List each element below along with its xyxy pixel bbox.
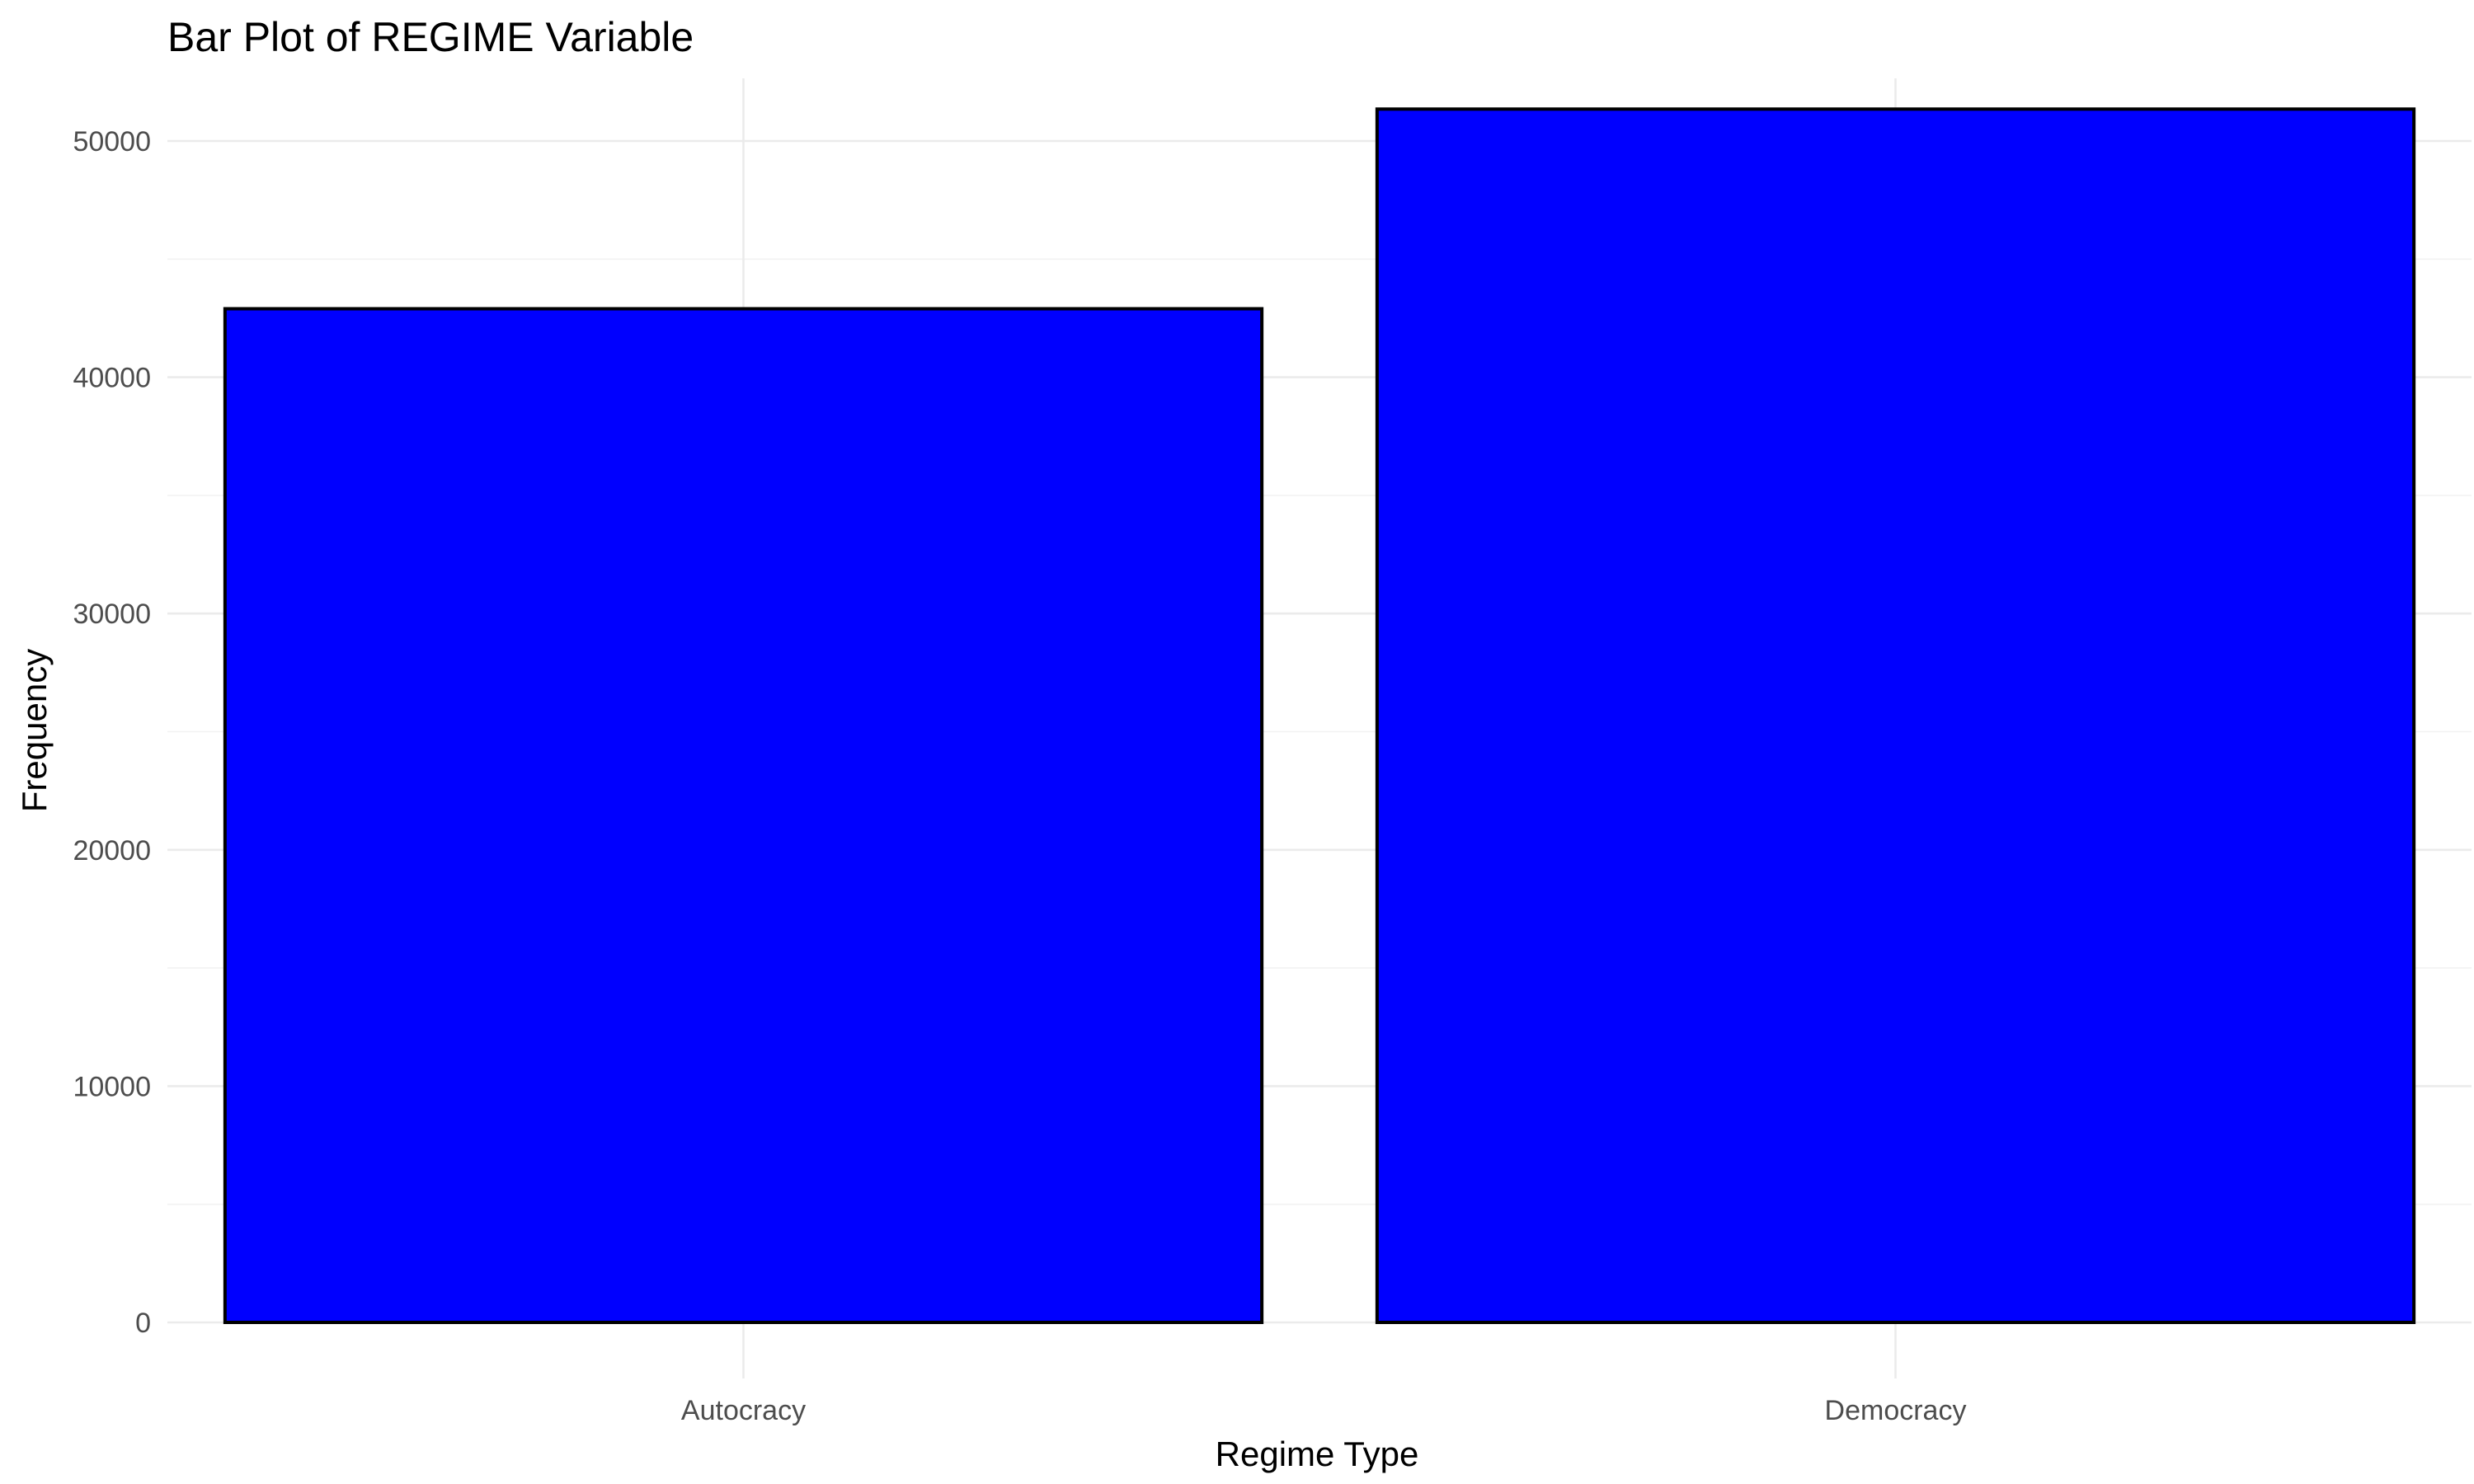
x-axis-tick-labels: Autocracy Democracy: [681, 1395, 1967, 1426]
y-tick-label: 30000: [73, 599, 151, 630]
bars-layer: [223, 107, 2416, 1325]
y-axis-title: Frequency: [15, 649, 54, 812]
x-axis-title: Regime Type: [1216, 1435, 1419, 1473]
y-tick-label: 0: [135, 1308, 151, 1339]
bar-autocracy: [223, 307, 1264, 1325]
y-tick-label: 40000: [73, 363, 151, 394]
x-tick-label: Autocracy: [681, 1395, 806, 1426]
chart-title: Bar Plot of REGIME Variable: [167, 14, 694, 60]
x-tick-label: Democracy: [1825, 1395, 1967, 1426]
y-tick-label: 20000: [73, 835, 151, 866]
bar-democracy: [1375, 107, 2416, 1325]
y-axis-tick-labels: 0 10000 20000 30000 40000 50000: [73, 126, 151, 1339]
y-tick-label: 10000: [73, 1071, 151, 1102]
y-tick-label: 50000: [73, 126, 151, 157]
